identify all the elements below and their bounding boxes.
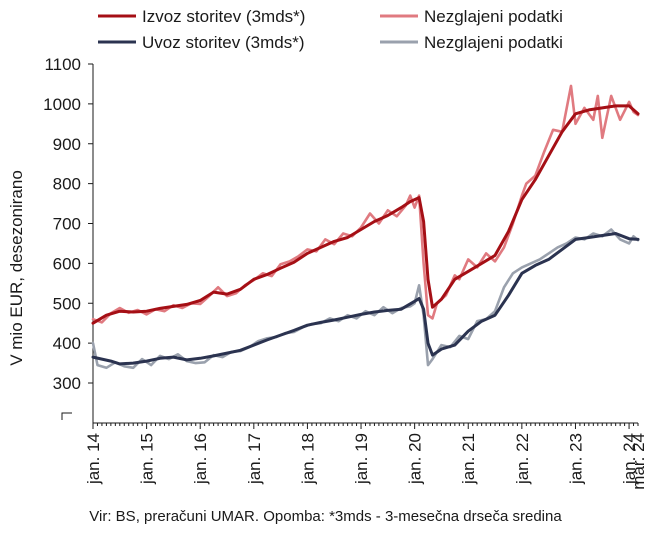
legend: Izvoz storitev (3mds*) Nezglajeni podatki… [98, 7, 563, 52]
x-tick-label: jan. 16 [191, 433, 210, 485]
x-tick-label: jan. 24 [620, 433, 639, 485]
y-tick-label: 600 [53, 254, 81, 273]
x-tick-label: jan. 14 [84, 433, 103, 485]
y-tick-label: 400 [53, 334, 81, 353]
source-note: Vir: BS, preračuni UMAR. Opomba: *3mds -… [89, 508, 562, 525]
y-tick-label: 900 [53, 135, 81, 154]
legend-item: Nezglajeni podatki [380, 7, 563, 26]
y-axis-label: V mio EUR, desezonirano [7, 170, 26, 366]
y-tick-label: 1100 [44, 55, 81, 74]
x-tick-label: jan. 19 [352, 433, 371, 485]
x-tick-label: jan. 15 [138, 433, 157, 485]
y-tick-label: 300 [53, 374, 81, 393]
legend-item: Izvoz storitev (3mds*) [98, 7, 305, 26]
y-tick-label: 800 [53, 175, 81, 194]
series-line-raw-3 [91, 228, 640, 370]
series-layer [91, 84, 640, 370]
x-tick-label: jan. 17 [245, 433, 264, 485]
y-tick-label: 1000 [43, 95, 81, 114]
y-tick-label: 700 [53, 215, 81, 234]
x-tick-label: mar. 24 [629, 433, 648, 490]
legend-label: Uvoz storitev (3mds*) [142, 33, 304, 52]
legend-label: Izvoz storitev (3mds*) [142, 7, 305, 26]
x-tick-label: jan. 20 [406, 433, 425, 485]
series-line-raw-1 [91, 84, 640, 324]
x-tick-label: jan. 23 [566, 433, 585, 485]
x-tick-label: jan. 21 [459, 433, 478, 485]
series-line-smoothed-0 [91, 104, 640, 325]
series-line-smoothed-2 [91, 232, 640, 366]
legend-item: Uvoz storitev (3mds*) [98, 33, 304, 52]
x-tick-label: jan. 22 [513, 433, 532, 485]
x-axis: jan. 14 jan. 15 jan. 16 jan. 17 jan. 18 jan. … [84, 422, 648, 490]
legend-item: Nezglajeni podatki [380, 33, 563, 52]
legend-label: Nezglajeni podatki [424, 7, 563, 26]
axis-break-mark [61, 412, 72, 420]
y-tick-label: 500 [53, 294, 81, 313]
legend-label: Nezglajeni podatki [424, 33, 563, 52]
x-tick-label: jan. 18 [298, 433, 317, 485]
y-axis: 300 400 500 600 700 800 900 1000 1100 [43, 55, 94, 423]
